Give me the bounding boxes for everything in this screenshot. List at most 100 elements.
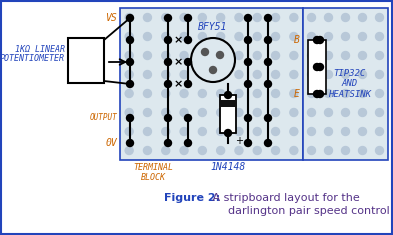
Circle shape	[198, 109, 206, 117]
Circle shape	[235, 13, 243, 21]
Bar	[220, 100, 236, 107]
Circle shape	[165, 114, 171, 121]
Circle shape	[264, 140, 272, 146]
Circle shape	[235, 70, 243, 78]
Circle shape	[375, 70, 384, 78]
Circle shape	[125, 51, 133, 59]
Circle shape	[198, 51, 206, 59]
Text: BFY51: BFY51	[198, 22, 228, 32]
Circle shape	[235, 51, 243, 59]
Text: ×: ×	[173, 79, 183, 89]
Circle shape	[162, 109, 170, 117]
Circle shape	[253, 70, 261, 78]
Circle shape	[127, 81, 134, 87]
Circle shape	[290, 70, 298, 78]
Circle shape	[125, 128, 133, 136]
Circle shape	[272, 51, 279, 59]
Circle shape	[125, 13, 133, 21]
Circle shape	[253, 51, 261, 59]
Circle shape	[253, 90, 261, 98]
Circle shape	[180, 51, 188, 59]
Circle shape	[127, 114, 134, 121]
Circle shape	[217, 146, 225, 154]
Circle shape	[375, 51, 384, 59]
Circle shape	[325, 128, 332, 136]
Text: 1N4148: 1N4148	[210, 162, 246, 172]
Text: +: +	[235, 136, 243, 146]
Circle shape	[307, 32, 316, 40]
Circle shape	[342, 90, 349, 98]
Circle shape	[209, 67, 217, 74]
Bar	[308, 40, 326, 94]
Circle shape	[244, 15, 252, 21]
Circle shape	[342, 128, 349, 136]
Circle shape	[325, 13, 332, 21]
Circle shape	[325, 90, 332, 98]
Circle shape	[125, 32, 133, 40]
Bar	[68, 38, 104, 83]
Circle shape	[235, 128, 243, 136]
Circle shape	[235, 146, 243, 154]
Circle shape	[264, 114, 272, 121]
Circle shape	[314, 36, 321, 43]
Circle shape	[316, 63, 323, 70]
Circle shape	[198, 70, 206, 78]
Circle shape	[198, 128, 206, 136]
Circle shape	[290, 51, 298, 59]
Circle shape	[264, 59, 272, 66]
Circle shape	[358, 146, 367, 154]
Circle shape	[198, 13, 206, 21]
Circle shape	[375, 146, 384, 154]
Circle shape	[143, 128, 151, 136]
Circle shape	[165, 59, 171, 66]
Circle shape	[162, 90, 170, 98]
Circle shape	[325, 51, 332, 59]
Circle shape	[316, 90, 323, 98]
Circle shape	[125, 70, 133, 78]
Circle shape	[244, 36, 252, 43]
Circle shape	[358, 90, 367, 98]
Circle shape	[143, 90, 151, 98]
Circle shape	[162, 146, 170, 154]
Circle shape	[217, 51, 225, 59]
Text: 0V: 0V	[105, 138, 117, 148]
Text: ×: ×	[173, 57, 183, 67]
Circle shape	[162, 32, 170, 40]
Circle shape	[290, 90, 298, 98]
Circle shape	[235, 90, 243, 98]
Circle shape	[272, 13, 279, 21]
Circle shape	[125, 109, 133, 117]
Circle shape	[165, 140, 171, 146]
Bar	[303, 8, 388, 160]
Circle shape	[162, 70, 170, 78]
Circle shape	[180, 70, 188, 78]
Bar	[120, 8, 303, 160]
Circle shape	[290, 146, 298, 154]
Circle shape	[184, 36, 191, 43]
Circle shape	[272, 90, 279, 98]
Circle shape	[342, 32, 349, 40]
Circle shape	[143, 109, 151, 117]
Text: A stripboard layout for the: A stripboard layout for the	[209, 193, 360, 203]
Circle shape	[290, 128, 298, 136]
Circle shape	[180, 109, 188, 117]
Text: E: E	[294, 89, 300, 99]
Circle shape	[180, 90, 188, 98]
Circle shape	[184, 114, 191, 121]
Text: POTENTIOMETER: POTENTIOMETER	[0, 54, 65, 63]
Text: 1KΩ LINEAR: 1KΩ LINEAR	[15, 45, 65, 54]
Circle shape	[191, 38, 235, 82]
Circle shape	[165, 81, 171, 87]
Circle shape	[180, 32, 188, 40]
Circle shape	[272, 146, 279, 154]
Circle shape	[272, 109, 279, 117]
Circle shape	[217, 128, 225, 136]
Circle shape	[290, 32, 298, 40]
Circle shape	[165, 15, 171, 21]
Circle shape	[162, 13, 170, 21]
Circle shape	[244, 81, 252, 87]
Circle shape	[217, 70, 225, 78]
Circle shape	[217, 90, 225, 98]
Circle shape	[162, 128, 170, 136]
Bar	[220, 95, 236, 133]
